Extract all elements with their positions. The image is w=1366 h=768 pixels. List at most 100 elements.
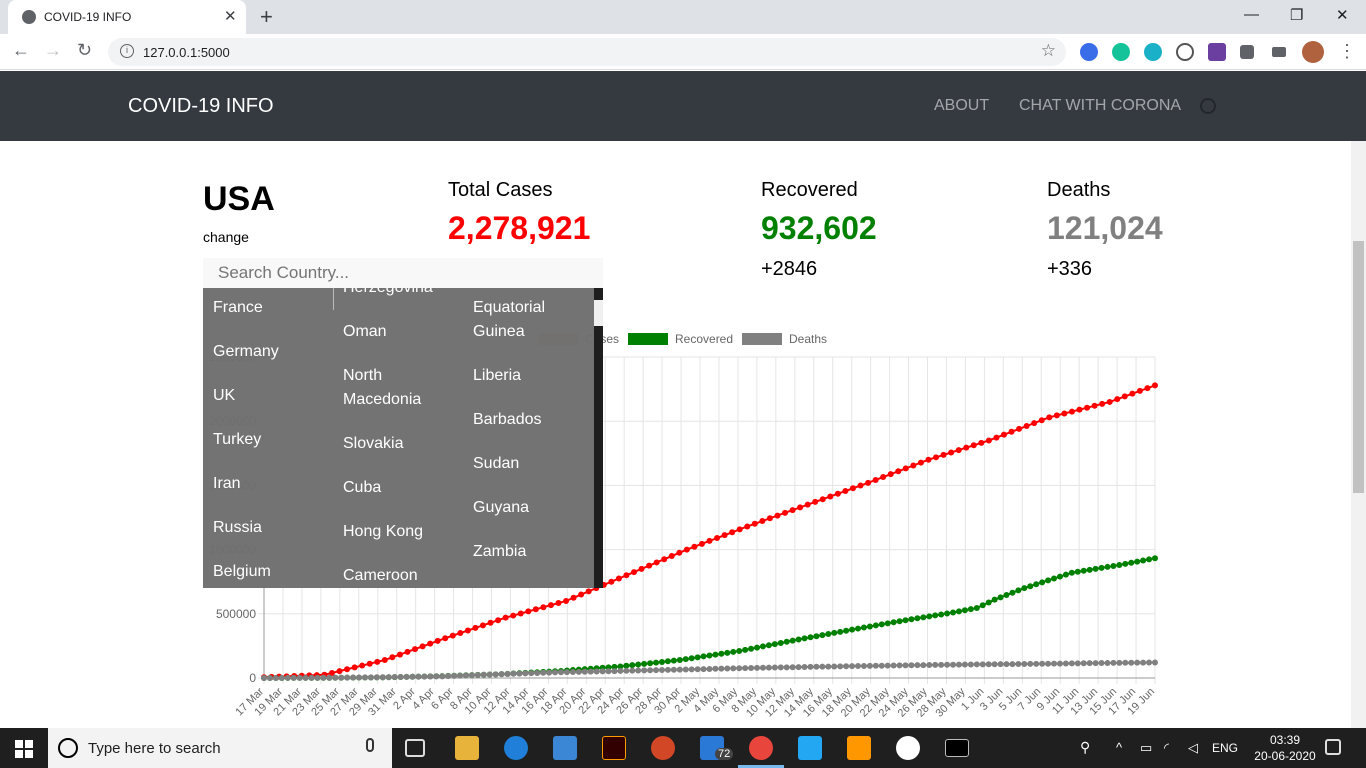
country-option[interactable]: Turkey — [213, 431, 262, 448]
new-tab-button[interactable]: + — [260, 4, 273, 29]
country-option[interactable]: UK — [213, 387, 236, 404]
notification-icon[interactable] — [1325, 739, 1341, 755]
app-circle-icon[interactable] — [896, 736, 920, 760]
microphone-icon[interactable] — [366, 738, 374, 752]
tab-close-icon[interactable]: ✕ — [224, 8, 237, 25]
people-icon[interactable]: ⚲ — [1080, 739, 1091, 755]
country-option[interactable]: Zambia — [473, 543, 527, 560]
data-point-deaths — [486, 671, 493, 678]
data-point-deaths — [1128, 659, 1135, 666]
country-option[interactable]: Hong Kong — [343, 523, 424, 540]
data-point-deaths — [308, 674, 315, 681]
restore-button[interactable]: ❐ — [1290, 7, 1304, 24]
data-point-recovered — [1086, 566, 1093, 573]
profile-avatar[interactable] — [1302, 41, 1324, 63]
site-brand[interactable]: COVID-19 INFO — [128, 95, 274, 117]
country-option[interactable]: Russia — [213, 519, 262, 536]
data-point-recovered — [908, 616, 915, 623]
page-scroll-thumb[interactable] — [1353, 241, 1364, 493]
data-point-cases — [970, 442, 977, 449]
task-view-icon[interactable] — [405, 739, 425, 757]
country-option[interactable]: Barbados — [473, 411, 542, 428]
data-point-cases — [683, 546, 690, 553]
sublime-icon[interactable] — [847, 736, 871, 760]
page-scrollbar[interactable] — [1351, 141, 1366, 728]
tab-title: COVID-19 INFO — [44, 10, 132, 24]
show-hidden-icons[interactable]: ^ — [1116, 740, 1123, 755]
extension-sync-icon[interactable] — [1176, 43, 1194, 61]
dropdown-scrollbar[interactable] — [594, 288, 603, 588]
wifi-icon[interactable]: ◜ — [1164, 740, 1170, 755]
chrome-active-indicator — [738, 765, 784, 768]
data-point-cases — [676, 549, 683, 556]
country-option[interactable]: Liberia — [473, 367, 522, 384]
data-point-recovered — [914, 615, 921, 622]
data-point-cases — [578, 591, 585, 598]
country-option[interactable]: Belgium — [213, 563, 271, 580]
close-window-button[interactable]: ✕ — [1336, 7, 1349, 24]
data-point-cases — [985, 437, 992, 444]
data-point-cases — [766, 515, 773, 522]
data-point-recovered — [1074, 568, 1081, 575]
language-indicator[interactable]: ENG — [1212, 741, 1239, 755]
powerpoint-icon[interactable] — [651, 736, 675, 760]
vscode-icon[interactable] — [798, 736, 822, 760]
country-option[interactable]: Herzegovina — [343, 288, 433, 300]
extension-m-icon[interactable] — [1144, 43, 1162, 61]
data-point-recovered — [902, 617, 909, 624]
file-explorer-icon[interactable] — [455, 736, 479, 760]
country-option[interactable]: Slovakia — [343, 435, 404, 452]
taskbar-time[interactable]: 03:39 — [1269, 733, 1301, 747]
puzzle-icon[interactable] — [1240, 45, 1254, 59]
windows-start-icon[interactable] — [15, 740, 33, 758]
url-text[interactable]: 127.0.0.1:5000 — [143, 45, 230, 60]
nav-about[interactable]: ABOUT — [934, 97, 990, 114]
country-option[interactable]: North Macedonia — [343, 367, 422, 408]
chrome-icon[interactable] — [749, 736, 773, 760]
network-icon[interactable]: ▭ — [1140, 740, 1153, 755]
nav-chat-with-corona[interactable]: CHAT WITH CORONA — [1019, 97, 1182, 114]
country-search-input[interactable] — [203, 258, 603, 288]
extension-k-icon[interactable] — [1208, 43, 1226, 61]
media-icon[interactable] — [1272, 47, 1286, 57]
country-option[interactable]: Guyana — [473, 499, 530, 516]
country-search-box[interactable] — [203, 258, 603, 288]
store-icon[interactable] — [553, 736, 577, 760]
terminal-icon[interactable] — [945, 739, 969, 757]
reload-button[interactable]: ↻ — [77, 40, 93, 60]
dropdown-scroll-thumb[interactable] — [594, 300, 603, 326]
browser-menu-icon[interactable]: ⋮ — [1338, 41, 1356, 61]
country-option[interactable]: Germany — [213, 343, 279, 360]
data-point-deaths — [1152, 659, 1158, 666]
extension-rocket-icon[interactable] — [1080, 43, 1098, 61]
back-button[interactable]: ← — [12, 40, 30, 60]
country-option[interactable]: Oman — [343, 323, 387, 340]
country-option[interactable]: Iran — [213, 475, 241, 492]
data-point-recovered — [938, 611, 945, 618]
search-icon[interactable] — [1200, 98, 1216, 114]
bookmark-star-icon[interactable]: ☆ — [1040, 41, 1056, 60]
browser-tab[interactable]: COVID-19 INFO ✕ — [8, 0, 246, 34]
change-country-link[interactable]: change — [203, 229, 249, 245]
illustrator-icon[interactable] — [602, 736, 626, 760]
forward-button[interactable]: → — [44, 40, 62, 60]
country-option[interactable]: Cameroon — [343, 567, 418, 584]
edge-icon[interactable] — [504, 736, 528, 760]
data-point-deaths — [605, 668, 612, 675]
country-option[interactable]: Sudan — [473, 455, 520, 472]
info-icon[interactable]: i — [120, 44, 134, 58]
data-point-recovered — [653, 659, 660, 666]
taskbar-search-box[interactable]: Type here to search — [48, 728, 392, 768]
country-option[interactable]: Cuba — [343, 479, 382, 496]
grammarly-icon[interactable] — [1112, 43, 1130, 61]
volume-icon[interactable]: ◁ — [1188, 740, 1198, 755]
address-bar[interactable]: i 127.0.0.1:5000 ☆ — [108, 38, 1066, 66]
data-point-cases — [359, 662, 366, 669]
taskbar-date[interactable]: 20-06-2020 — [1254, 749, 1316, 763]
deaths-delta: +336 — [1047, 258, 1093, 280]
data-point-deaths — [563, 669, 570, 676]
country-option[interactable]: France — [213, 299, 263, 316]
minimize-button[interactable]: — — [1244, 6, 1259, 23]
country-option[interactable]: Equatorial Guinea — [473, 299, 546, 340]
data-point-recovered — [694, 654, 701, 661]
